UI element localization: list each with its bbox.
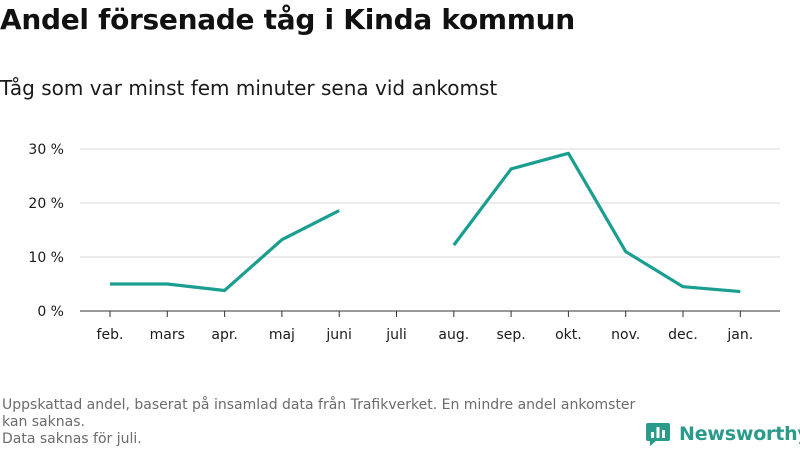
x-tick-label: aug.	[438, 327, 469, 343]
x-tick-label: feb.	[97, 327, 124, 343]
x-tick-label: maj	[269, 327, 295, 343]
chart-title: Andel försenade tåg i Kinda kommun	[0, 3, 575, 36]
footnote-missing-data: Data saknas för juli.	[2, 431, 142, 447]
x-tick-label: sep.	[496, 327, 525, 343]
x-tick-label: okt.	[555, 327, 582, 343]
series-lines	[110, 151, 741, 294]
series-line-segment	[452, 151, 741, 294]
gridlines	[80, 148, 780, 258]
x-tick-labels: feb. mars apr. maj juni juli aug. sep. okt. nov. d…	[97, 327, 754, 343]
brand: Newsworthy	[645, 421, 800, 447]
y-tick-label: 20 %	[28, 196, 64, 212]
chart-subtitle: Tåg som var minst fem minuter sena vid a…	[0, 76, 498, 100]
y-tick-label: 10 %	[28, 250, 64, 266]
footnote-source: Uppskattad andel, baserat på insamlad da…	[2, 397, 636, 430]
x-tick-label: apr.	[211, 327, 237, 343]
newsworthy-chart-logo-icon	[646, 423, 670, 446]
y-tick-label: 0 %	[37, 304, 64, 320]
x-tick-label: jan.	[726, 327, 753, 343]
y-tick-labels: 0 % 10 % 20 % 30 %	[28, 142, 64, 320]
x-tick-label: dec.	[668, 327, 698, 343]
brand-name: Newsworthy	[679, 423, 800, 445]
x-tick-label: juni	[325, 327, 352, 343]
x-tick-label: nov.	[611, 327, 640, 343]
x-tick-label: juli	[385, 327, 407, 343]
y-tick-label: 30 %	[28, 142, 64, 158]
series-line-segment	[110, 209, 340, 293]
x-tick-label: mars	[150, 327, 185, 343]
axes	[80, 310, 780, 317]
footnote: Uppskattad andel, baserat på insamlad da…	[2, 397, 642, 448]
